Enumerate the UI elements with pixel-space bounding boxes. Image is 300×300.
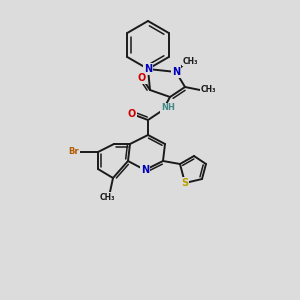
Text: CH₃: CH₃ (99, 193, 115, 202)
Text: CH₃: CH₃ (200, 85, 216, 94)
Text: Br: Br (69, 148, 79, 157)
Text: S: S (182, 178, 189, 188)
Text: N: N (144, 64, 152, 74)
Text: O: O (128, 109, 136, 119)
Text: O: O (138, 73, 146, 83)
Text: NH: NH (161, 103, 175, 112)
Text: CH₃: CH₃ (182, 56, 198, 65)
Text: N: N (141, 165, 149, 175)
Text: N: N (172, 67, 180, 77)
